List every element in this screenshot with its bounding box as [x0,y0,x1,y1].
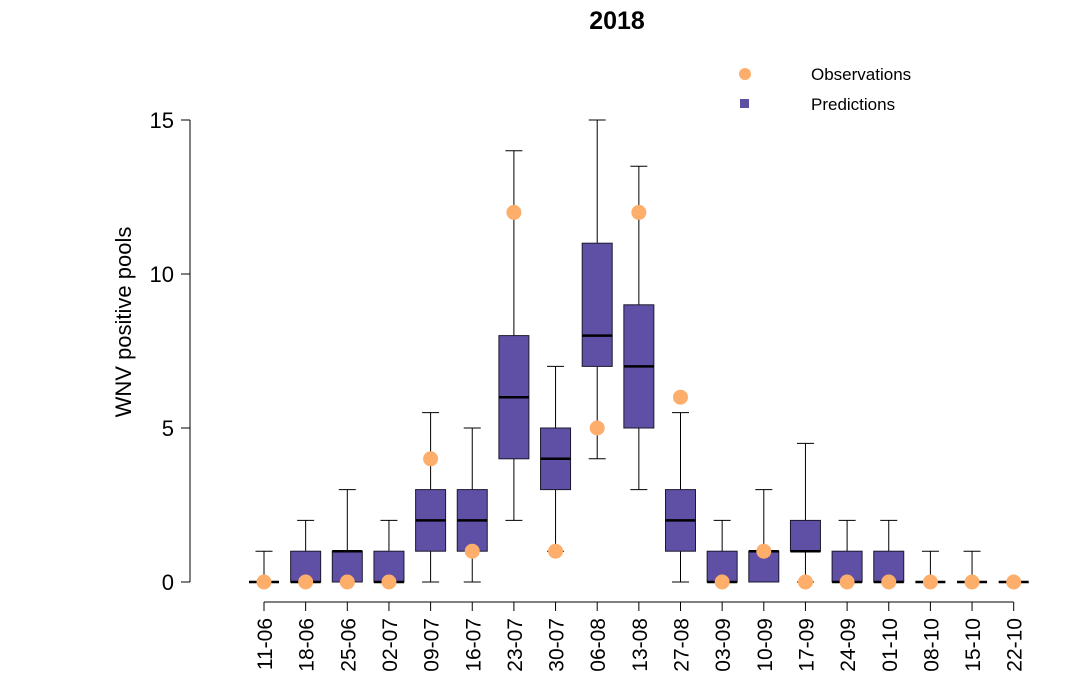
legend-predictions-marker [740,99,749,108]
legend: Observations Predictions [739,65,911,114]
x-tick-label: 15-10 [962,618,985,672]
x-tick-label: 30-07 [546,618,569,672]
prediction-box [789,442,821,583]
prediction-box [706,519,738,584]
x-axis: 11-06 18-06 25-06 02-07 09-07 16-07 23-07 30-07… [254,601,1027,672]
x-tick-label: 17-09 [795,618,818,672]
observation-point [714,574,730,590]
x-tick-label: 18-06 [296,618,319,672]
prediction-box [498,150,530,521]
y-axis-label: WNV positive pools [111,227,136,418]
observation-point [589,420,605,436]
observation-point [922,574,938,590]
x-tick-label: 24-09 [837,618,860,672]
observations-layer [256,204,1022,590]
observation-point [881,574,897,590]
observation-point [256,574,272,590]
prediction-box [581,119,613,460]
x-tick-label: 25-06 [337,618,360,672]
observation-point [464,543,480,559]
x-tick-label: 01-10 [879,618,902,672]
observation-point [506,204,522,220]
x-tick-label: 10-09 [754,618,777,672]
observation-point [964,574,980,590]
observation-point [673,389,688,405]
legend-predictions-label: Predictions [811,95,895,114]
y-tick-label: 15 [150,108,174,133]
prediction-box [540,365,572,552]
observation-point [298,574,314,590]
box-body [789,519,821,552]
y-tick-label: 10 [150,262,174,287]
y-tick-label: 0 [162,570,174,595]
prediction-box [331,489,363,583]
y-tick-label: 5 [162,416,174,441]
observation-point [548,543,564,559]
x-tick-label: 23-07 [504,618,527,672]
prediction-box [873,519,905,584]
observation-point [339,574,355,590]
observation-point [381,574,397,590]
prediction-box [623,165,655,491]
observation-point [797,574,813,590]
x-tick-label: 11-06 [254,618,277,670]
observation-point [1006,574,1022,590]
y-axis: 0 5 10 15 [150,108,191,595]
x-tick-label: 13-08 [629,618,652,672]
x-tick-label: 27-08 [671,618,694,672]
x-tick-label: 22-10 [1004,618,1027,672]
legend-observations-marker [739,68,751,80]
prediction-box [831,519,863,584]
legend-observations-label: Observations [811,65,911,84]
x-tick-label: 08-10 [920,618,943,672]
prediction-box [415,412,447,583]
prediction-box [748,489,780,583]
x-tick-label: 06-08 [587,618,610,672]
x-tick-label: 02-07 [379,618,402,672]
prediction-box [665,412,696,583]
x-tick-label: 09-07 [421,618,444,672]
observation-point [631,204,647,220]
boxes-layer [249,119,1029,584]
prediction-box [456,427,488,583]
observation-point [839,574,855,590]
prediction-box [373,519,405,584]
x-tick-label: 03-09 [712,618,735,672]
x-tick-label: 16-07 [462,618,485,672]
observation-point [756,543,772,559]
box-body [831,550,863,583]
prediction-box [290,519,322,584]
observation-point [423,451,439,467]
box-body [581,242,613,367]
chart-title: 2018 [589,7,645,35]
